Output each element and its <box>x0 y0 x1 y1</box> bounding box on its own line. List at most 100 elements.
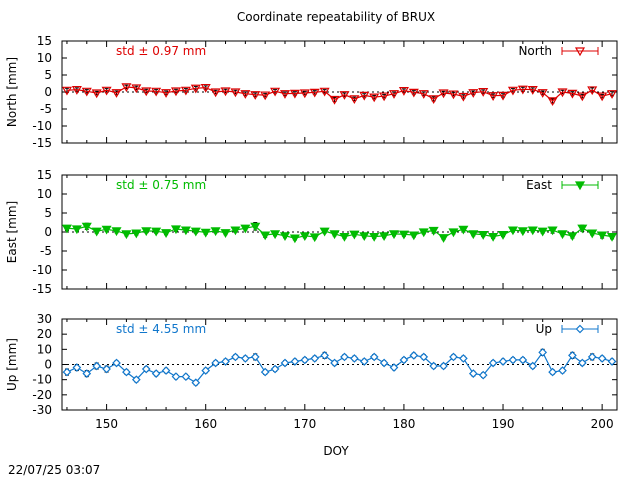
data-point <box>161 89 172 98</box>
data-point <box>290 357 300 366</box>
data-point <box>141 227 152 237</box>
data-point <box>309 88 320 98</box>
data-point <box>310 354 320 363</box>
data-point <box>82 369 92 378</box>
y-tick-label: 0 <box>44 85 52 99</box>
std-label: std ± 4.55 mm <box>116 322 206 336</box>
data-point <box>170 87 182 97</box>
data-point <box>607 357 617 366</box>
legend-marker <box>574 181 586 191</box>
data-point <box>359 357 369 366</box>
data-point <box>527 86 538 95</box>
data-point <box>300 355 310 365</box>
y-tick-label: 0 <box>44 358 52 372</box>
data-point <box>428 95 439 105</box>
data-point <box>478 370 488 380</box>
data-point <box>408 231 419 241</box>
data-point <box>528 361 538 371</box>
x-tick-label: 170 <box>293 417 316 431</box>
data-point <box>161 366 171 375</box>
data-point <box>250 91 261 100</box>
data-point <box>468 230 479 240</box>
data-point <box>399 355 409 365</box>
y-tick-label: -10 <box>32 119 52 133</box>
data-point <box>200 228 211 238</box>
y-tick-label: 5 <box>44 206 52 220</box>
data-point <box>180 226 191 236</box>
data-point <box>121 83 132 93</box>
data-point <box>419 352 429 362</box>
data-point <box>349 95 360 105</box>
data-point <box>270 230 281 240</box>
data-point <box>181 372 191 381</box>
y-tick-label: 5 <box>44 68 52 82</box>
data-point <box>191 378 201 388</box>
data-point <box>428 226 439 236</box>
data-point <box>190 84 201 94</box>
x-tick-label: 160 <box>194 417 217 431</box>
data-point <box>429 361 439 371</box>
data-point <box>567 89 578 99</box>
data-point <box>369 93 380 103</box>
data-point <box>587 229 598 239</box>
data-point <box>260 231 271 241</box>
data-point <box>439 361 448 371</box>
data-point <box>220 229 231 238</box>
y-tick-label: -15 <box>32 282 52 296</box>
y-tick-label: 15 <box>37 168 52 182</box>
data-point <box>597 354 607 363</box>
data-point <box>289 234 300 244</box>
data-point <box>260 367 270 377</box>
data-point <box>112 358 121 368</box>
data-point <box>518 355 528 365</box>
data-point <box>468 89 479 98</box>
y-tick-label: -10 <box>32 373 52 387</box>
data-point <box>260 91 271 101</box>
data-point <box>517 227 528 237</box>
data-point <box>547 97 558 107</box>
data-point <box>111 89 122 98</box>
data-point <box>330 358 339 368</box>
y-axis-label: North [mm] <box>5 57 19 127</box>
data-point <box>221 357 230 366</box>
data-point <box>250 222 261 232</box>
y-tick-label: 10 <box>37 187 52 201</box>
y-tick-label: 0 <box>44 225 52 239</box>
data-point <box>488 232 499 242</box>
data-point <box>409 351 419 360</box>
y-tick-label: -30 <box>32 403 52 417</box>
data-point <box>557 230 568 240</box>
data-point <box>190 227 201 237</box>
data-point <box>101 225 112 235</box>
data-point <box>240 354 250 363</box>
y-tick-label: -15 <box>32 136 52 150</box>
data-point <box>309 233 320 243</box>
data-point <box>448 90 459 100</box>
data-point <box>597 92 608 102</box>
data-point <box>102 364 111 374</box>
x-axis-label: DOY <box>323 444 349 458</box>
data-point <box>92 361 102 371</box>
data-point <box>231 352 240 362</box>
data-point <box>369 232 380 242</box>
data-point <box>299 232 310 242</box>
data-point <box>62 367 72 377</box>
data-point <box>240 90 251 99</box>
y-tick-label: 30 <box>37 312 52 326</box>
y-axis-label: Up [mm] <box>5 338 19 391</box>
data-point <box>398 230 409 240</box>
data-point <box>91 89 102 99</box>
data-point <box>279 90 291 99</box>
data-point <box>548 367 557 377</box>
data-point <box>141 87 152 97</box>
data-point <box>350 354 359 363</box>
data-point <box>339 232 350 242</box>
data-point <box>329 230 340 240</box>
data-point <box>211 358 220 368</box>
data-point <box>71 86 82 95</box>
data-point <box>320 351 329 360</box>
legend-entry: East <box>526 178 552 192</box>
y-tick-label: 15 <box>37 34 52 48</box>
data-point <box>478 231 489 240</box>
